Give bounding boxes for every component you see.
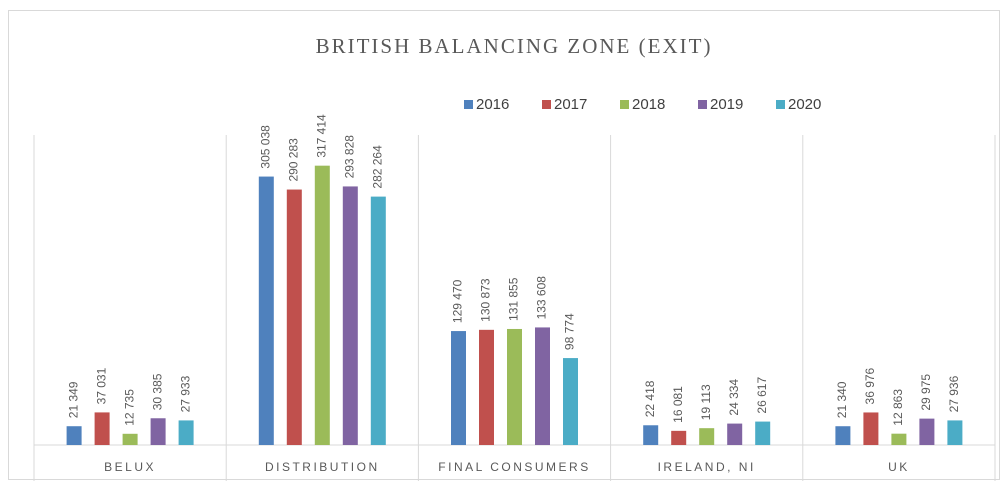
bar <box>94 412 110 445</box>
chart-title: BRITISH BALANCING ZONE (EXIT) <box>316 34 713 58</box>
bar <box>342 186 358 445</box>
legend-label: 2019 <box>710 96 743 113</box>
bar <box>671 430 687 445</box>
bar <box>479 329 494 445</box>
data-label: 98 774 <box>563 313 577 350</box>
bar <box>178 420 194 445</box>
bar <box>755 421 771 445</box>
data-label: 22 418 <box>643 380 657 417</box>
data-label: 282 264 <box>370 145 384 189</box>
x-tick-label: IRELAND, NI <box>658 460 756 474</box>
data-label: 290 283 <box>286 138 300 182</box>
data-label: 37 031 <box>94 367 108 404</box>
data-label: 305 038 <box>258 125 272 169</box>
bar <box>286 189 302 445</box>
bar <box>507 328 522 445</box>
legend-swatch <box>542 100 551 109</box>
data-label: 24 334 <box>727 379 741 416</box>
bar <box>370 196 386 445</box>
bar <box>891 433 907 445</box>
data-label: 131 855 <box>507 277 521 321</box>
legend-label: 2020 <box>788 96 821 113</box>
bar <box>643 425 659 445</box>
data-label: 317 414 <box>314 114 328 158</box>
bar <box>563 358 578 445</box>
bar <box>66 426 82 445</box>
x-tick-label: DISTRIBUTION <box>265 460 380 474</box>
data-label: 30 385 <box>150 373 164 410</box>
legend-label: 2017 <box>554 96 587 113</box>
chart-border <box>8 10 1000 480</box>
data-label: 16 081 <box>671 386 685 423</box>
bar <box>863 412 879 445</box>
legend-swatch <box>776 100 785 109</box>
legend-swatch <box>620 100 629 109</box>
bar <box>699 428 715 445</box>
data-label: 293 828 <box>342 135 356 179</box>
legend-label: 2018 <box>632 96 665 113</box>
legend-swatch <box>698 100 707 109</box>
bar <box>451 331 466 445</box>
data-label: 27 933 <box>178 375 192 412</box>
bar <box>150 418 166 445</box>
x-tick-label: FINAL CONSUMERS <box>438 460 590 474</box>
data-label: 21 349 <box>66 381 80 418</box>
data-label: 130 873 <box>479 278 493 322</box>
data-label: 19 113 <box>699 384 713 420</box>
data-label: 12 863 <box>891 389 905 426</box>
bar <box>314 165 330 446</box>
data-label: 27 936 <box>947 375 961 412</box>
data-label: 129 470 <box>451 279 465 323</box>
x-tick-label: BELUX <box>104 460 156 474</box>
bar <box>258 176 274 445</box>
bar <box>122 433 138 445</box>
bar <box>947 420 963 445</box>
bar <box>535 327 550 445</box>
legend-label: 2016 <box>476 96 509 113</box>
data-label: 36 976 <box>863 367 877 404</box>
data-label: 12 735 <box>122 389 136 426</box>
data-label: 133 608 <box>535 276 549 320</box>
bar <box>835 426 851 445</box>
data-label: 29 975 <box>919 374 933 411</box>
bar <box>727 423 743 445</box>
data-label: 21 340 <box>835 381 849 418</box>
x-tick-label: UK <box>888 460 910 474</box>
legend-swatch <box>464 100 473 109</box>
bar <box>919 418 935 445</box>
data-label: 26 617 <box>755 377 769 414</box>
